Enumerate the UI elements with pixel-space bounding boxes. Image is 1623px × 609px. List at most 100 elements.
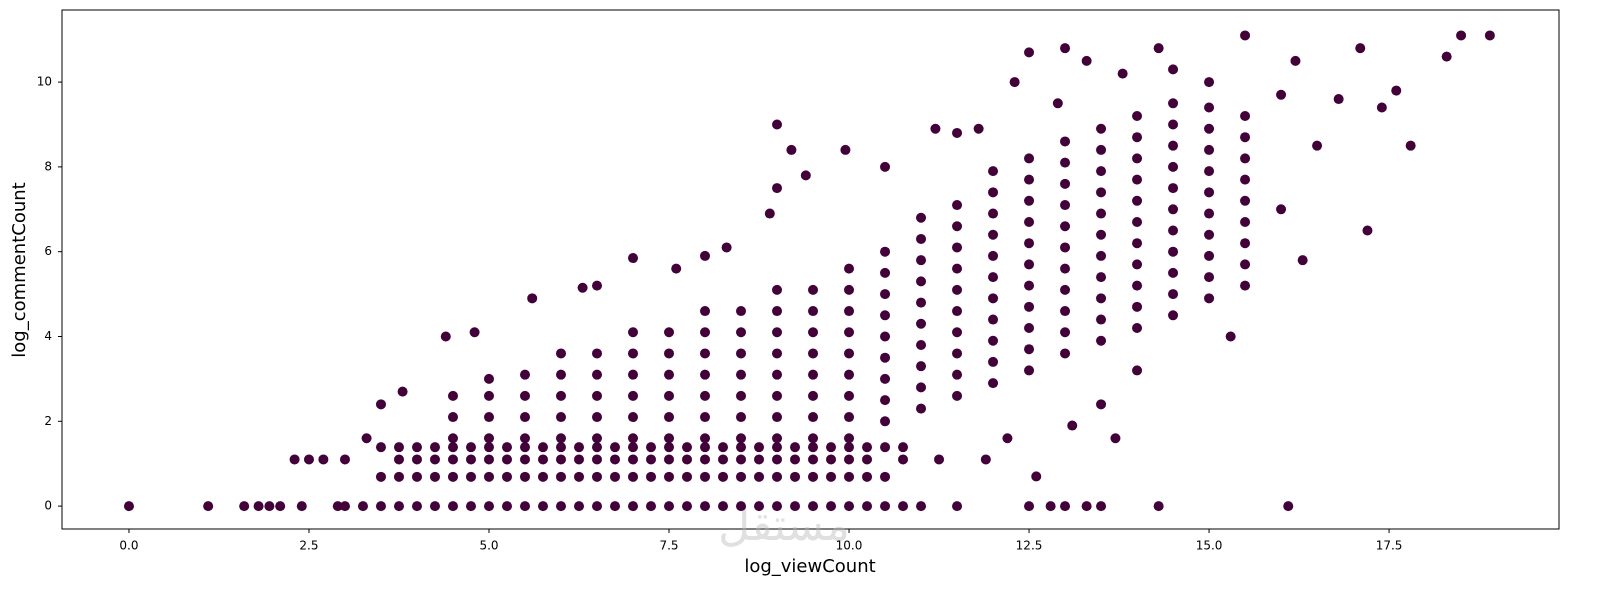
scatter-point: [1153, 43, 1164, 54]
scatter-point: [736, 442, 747, 453]
scatter-point: [772, 284, 783, 295]
scatter-point: [1204, 123, 1215, 134]
scatter-point: [952, 200, 963, 211]
scatter-point: [772, 348, 783, 359]
scatter-point: [952, 348, 963, 359]
scatter-point: [1204, 102, 1215, 113]
scatter-point: [1312, 140, 1323, 151]
scatter-point: [1024, 195, 1035, 206]
scatter-point: [1168, 225, 1179, 236]
scatter-point: [1168, 183, 1179, 194]
scatter-point: [808, 327, 819, 338]
scatter-point: [469, 327, 480, 338]
scatter-point: [519, 442, 530, 453]
scatter-point: [628, 501, 639, 512]
scatter-point: [375, 501, 386, 512]
scatter-point: [718, 454, 729, 465]
scatter-point: [700, 390, 711, 401]
scatter-point: [973, 123, 984, 134]
scatter-point: [1117, 68, 1128, 79]
scatter-point: [772, 119, 783, 130]
scatter-point: [764, 208, 775, 219]
x-tick-label: 5.0: [479, 539, 498, 553]
scatter-point: [1081, 501, 1092, 512]
scatter-point: [1060, 306, 1071, 317]
y-tick-label: 6: [44, 244, 52, 258]
scatter-point: [880, 246, 891, 257]
scatter-point: [880, 416, 891, 427]
scatter-point: [318, 454, 329, 465]
scatter-point: [916, 339, 927, 350]
scatter-point: [1168, 289, 1179, 300]
scatter-point: [519, 369, 530, 380]
scatter-point: [646, 471, 657, 482]
scatter-point: [592, 433, 603, 444]
scatter-point: [682, 501, 693, 512]
scatter-point: [1096, 314, 1107, 325]
scatter-point: [844, 284, 855, 295]
scatter-point: [1276, 204, 1287, 215]
scatter-point: [429, 471, 440, 482]
scatter-point: [772, 501, 783, 512]
scatter-point: [844, 433, 855, 444]
scatter-point: [628, 390, 639, 401]
scatter-point: [592, 471, 603, 482]
scatter-point: [1096, 166, 1107, 177]
scatter-point: [1204, 77, 1215, 88]
x-tick-label: 12.5: [1016, 539, 1043, 553]
scatter-point: [1204, 293, 1215, 304]
scatter-point: [556, 433, 566, 444]
scatter-point: [1060, 327, 1071, 338]
scatter-point: [275, 501, 286, 512]
scatter-point: [1168, 64, 1179, 75]
scatter-point: [1204, 208, 1215, 219]
scatter-point: [664, 390, 675, 401]
scatter-point: [1096, 123, 1107, 134]
scatter-point: [800, 170, 811, 181]
scatter-point: [916, 212, 927, 223]
scatter-point: [447, 442, 458, 453]
scatter-point: [880, 352, 891, 363]
scatter-point: [772, 442, 783, 453]
scatter-point: [1060, 284, 1071, 295]
scatter-point: [1168, 140, 1179, 151]
scatter-point: [519, 501, 530, 512]
scatter-point: [375, 471, 386, 482]
scatter-point: [1096, 399, 1107, 410]
scatter-point: [808, 412, 819, 423]
scatter-point: [772, 433, 783, 444]
scatter-point: [628, 454, 639, 465]
scatter-point: [772, 369, 783, 380]
scatter-point: [952, 327, 963, 338]
scatter-point: [916, 403, 927, 414]
scatter-point: [880, 442, 891, 453]
scatter-point: [1168, 204, 1179, 215]
scatter-point: [952, 501, 963, 512]
scatter-point: [1060, 221, 1071, 232]
scatter-point: [952, 127, 963, 138]
y-tick-label: 0: [44, 499, 52, 513]
scatter-point: [952, 263, 963, 274]
scatter-point: [988, 208, 999, 219]
scatter-point: [203, 501, 214, 512]
scatter-point: [808, 284, 819, 295]
scatter-point: [1168, 246, 1179, 257]
scatter-point: [574, 471, 585, 482]
scatter-point: [1060, 136, 1071, 147]
scatter-point: [1484, 30, 1495, 41]
scatter-point: [844, 471, 855, 482]
scatter-point: [1355, 43, 1366, 54]
scatter-point: [952, 306, 963, 317]
scatter-point: [700, 471, 711, 482]
scatter-point: [646, 442, 657, 453]
scatter-point: [361, 433, 372, 444]
scatter-point: [296, 501, 307, 512]
scatter-point: [556, 442, 566, 453]
scatter-point: [898, 454, 909, 465]
scatter-point: [447, 433, 458, 444]
scatter-point: [556, 454, 566, 465]
scatter-point: [411, 501, 422, 512]
scatter-point: [844, 442, 855, 453]
scatter-point: [1240, 259, 1251, 270]
scatter-point: [1132, 301, 1143, 312]
